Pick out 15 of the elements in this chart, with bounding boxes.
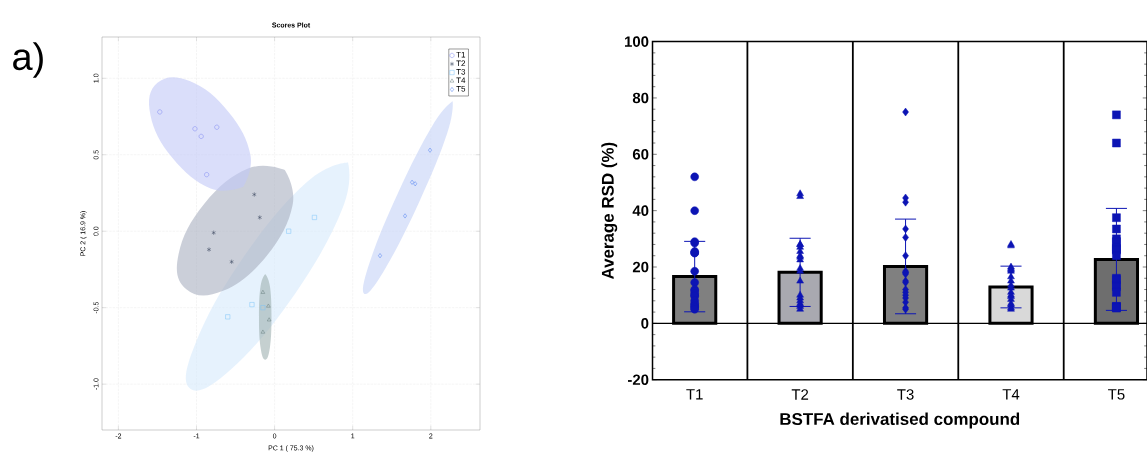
x-tick-label: T4 <box>1002 389 1020 400</box>
y-tick-label: -20 <box>627 374 649 385</box>
y-axis-title: Average RSD (%) <box>601 142 618 280</box>
x-tick-label: T5 <box>1108 389 1125 400</box>
x-tick-label: T2 <box>791 389 809 400</box>
y-tick-label: 100 <box>624 36 649 47</box>
y-tick-label: 60 <box>632 149 649 160</box>
x-axis-title: BSTFA derivatised compound <box>780 412 1020 429</box>
y-tick-label: 0 <box>641 318 649 329</box>
y-tick-label: 40 <box>632 205 649 216</box>
text: a) <box>13 42 43 78</box>
y-tick-label: 20 <box>632 261 649 273</box>
y-tick-label: 80 <box>632 92 649 104</box>
x-tick-label: T1 <box>686 389 703 400</box>
x-tick-label: T3 <box>897 389 914 400</box>
